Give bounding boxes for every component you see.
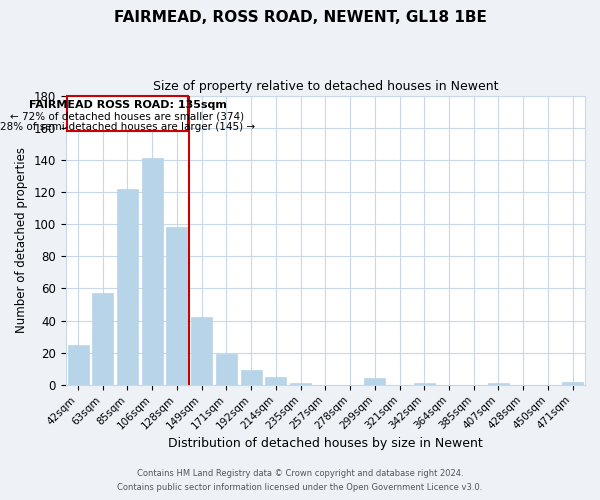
Bar (241, 370, 262, 385)
Bar (216, 354, 237, 385)
Bar (92, 293, 113, 385)
Y-axis label: Number of detached properties: Number of detached properties (15, 147, 28, 333)
Text: FAIRMEAD, ROSS ROAD, NEWENT, GL18 1BE: FAIRMEAD, ROSS ROAD, NEWENT, GL18 1BE (113, 10, 487, 25)
Bar (142, 158, 163, 385)
Text: FAIRMEAD ROSS ROAD: 135sqm: FAIRMEAD ROSS ROAD: 135sqm (29, 100, 226, 110)
Bar (290, 384, 311, 385)
Text: Contains public sector information licensed under the Open Government Licence v3: Contains public sector information licen… (118, 484, 482, 492)
Bar (562, 382, 583, 385)
Title: Size of property relative to detached houses in Newent: Size of property relative to detached ho… (152, 80, 498, 93)
Bar (166, 228, 187, 385)
Bar (68, 344, 89, 385)
Text: ← 72% of detached houses are smaller (374): ← 72% of detached houses are smaller (37… (10, 112, 245, 122)
Text: Contains HM Land Registry data © Crown copyright and database right 2024.: Contains HM Land Registry data © Crown c… (137, 468, 463, 477)
Bar (191, 318, 212, 385)
Text: 28% of semi-detached houses are larger (145) →: 28% of semi-detached houses are larger (… (0, 122, 255, 132)
Bar (488, 384, 509, 385)
Bar (265, 377, 286, 385)
X-axis label: Distribution of detached houses by size in Newent: Distribution of detached houses by size … (168, 437, 483, 450)
FancyBboxPatch shape (67, 96, 188, 131)
Bar (414, 384, 435, 385)
Bar (117, 189, 138, 385)
Bar (364, 378, 385, 385)
